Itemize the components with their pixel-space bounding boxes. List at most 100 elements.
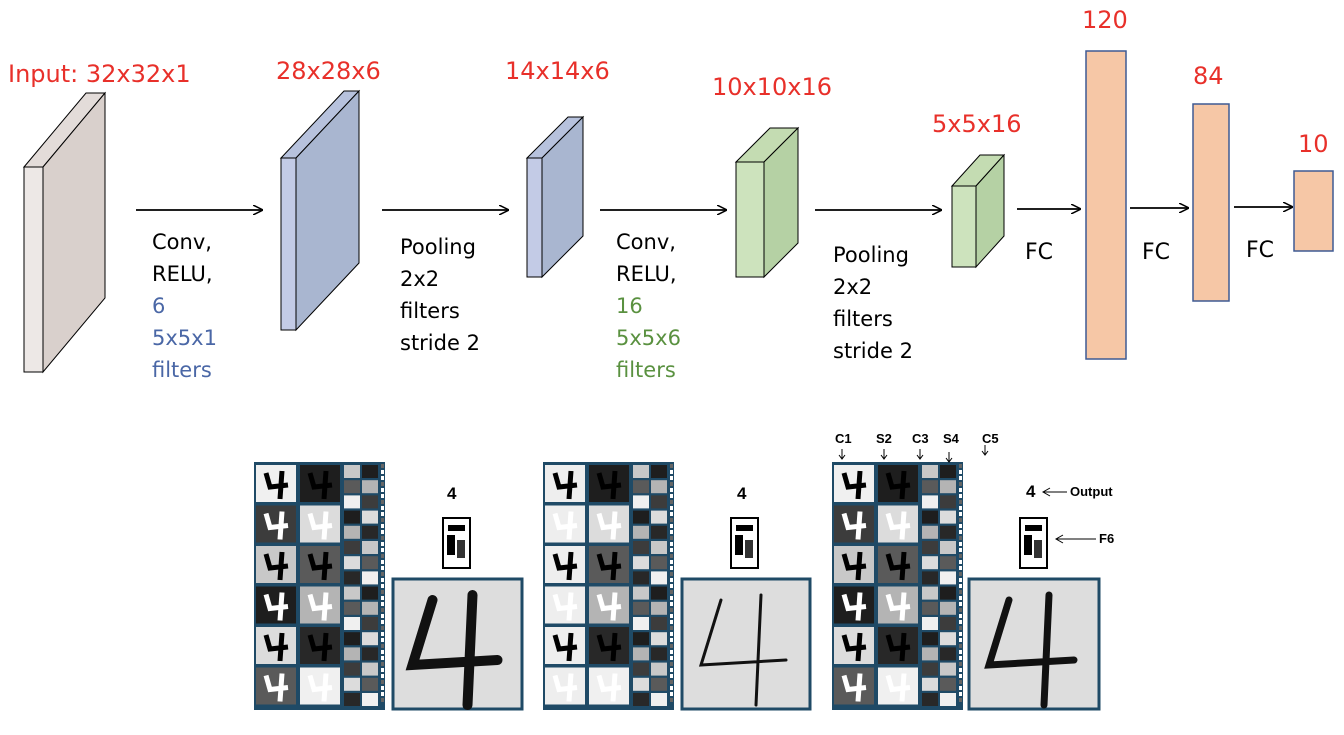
digit-stroke <box>841 592 867 621</box>
c5-unit <box>670 662 673 666</box>
digit-stroke <box>596 592 622 621</box>
c5-unit <box>959 470 962 474</box>
c5-unit <box>959 632 962 636</box>
feature-map-tile <box>878 627 918 664</box>
feature-map-tile <box>940 601 956 615</box>
c5-unit <box>381 614 384 618</box>
feature-map-tile <box>300 505 340 543</box>
c5-unit <box>381 668 384 672</box>
pointer-arrow <box>838 449 846 460</box>
pointer-arrow <box>945 452 953 463</box>
fc3-op-label: FC <box>1246 238 1275 263</box>
c5-unit <box>381 482 384 486</box>
f6-cell <box>735 535 743 555</box>
digit-stroke <box>552 551 578 581</box>
feature-map-tile <box>878 586 918 624</box>
c5-unit <box>959 548 962 552</box>
c5-unit <box>381 620 384 624</box>
digit-stroke <box>307 632 333 662</box>
digit-stroke <box>263 551 289 581</box>
c5-unit <box>670 608 673 612</box>
feature-map-tile <box>633 495 649 509</box>
feature-map-tile <box>940 495 956 509</box>
feature-map-tile <box>922 601 938 615</box>
feature-map-tile <box>633 586 649 600</box>
c5-unit <box>381 488 384 492</box>
conv2-size-label: 10x10x16 <box>712 73 833 101</box>
c5-unit <box>670 590 673 594</box>
c5-unit <box>959 608 962 612</box>
pool2-filters-line: filters <box>833 307 893 331</box>
input-digit-image <box>391 577 524 711</box>
digit-stroke <box>841 632 867 662</box>
c5-unit <box>959 494 962 498</box>
fc1-op-label: FC <box>1025 240 1054 265</box>
feature-map-tile <box>940 693 956 706</box>
tag-s2: S2 <box>876 431 892 446</box>
conv1-op-line: Conv, <box>152 230 212 254</box>
pool1-layer-block <box>525 115 585 279</box>
c5-unit <box>670 578 673 582</box>
f6-tag: F6 <box>1099 531 1115 546</box>
feature-map-tile <box>545 546 585 583</box>
c5-unit <box>381 524 384 528</box>
feature-map-tile <box>256 465 296 502</box>
tag-c5: C5 <box>982 431 999 446</box>
feature-map-tile <box>589 465 629 502</box>
digit-stroke <box>263 592 289 621</box>
feature-map-tile <box>633 556 649 570</box>
c5-unit <box>670 464 673 468</box>
feature-map-tile <box>633 617 649 630</box>
c5-unit <box>670 680 673 684</box>
digit-stroke <box>552 632 578 662</box>
feature-map-tile <box>344 586 360 600</box>
c5-unit <box>670 560 673 564</box>
feature-map-tile <box>589 546 629 583</box>
input-layer-block <box>22 91 107 374</box>
digit-stroke <box>841 511 867 540</box>
c5-unit <box>381 566 384 570</box>
c5-unit <box>959 584 962 588</box>
feature-map-tile <box>651 525 667 539</box>
feature-map-tile <box>922 556 938 570</box>
feature-map-tile <box>834 627 874 664</box>
feature-map-tile <box>633 632 649 646</box>
feature-map-tile <box>651 601 667 615</box>
c5-unit <box>381 512 384 516</box>
c5-unit <box>959 524 962 528</box>
pool1-size-line: 2x2 <box>400 267 440 291</box>
c5-unit <box>381 530 384 534</box>
c5-unit <box>670 596 673 600</box>
digit-label-2: 4 <box>737 484 747 503</box>
feature-map-tile <box>922 480 938 494</box>
feature-map-tile <box>362 465 378 478</box>
feature-map-tile <box>834 586 874 624</box>
feature-map-tile <box>922 617 938 630</box>
feature-map-tile <box>922 662 938 676</box>
c5-unit <box>381 626 384 630</box>
c5-unit <box>381 638 384 642</box>
c5-unit <box>670 668 673 672</box>
feature-map-tile <box>633 571 649 585</box>
c5-unit <box>381 674 384 678</box>
feature-map-tile <box>362 586 378 600</box>
feature-map-tile <box>344 480 360 494</box>
conv1-size-label: 28x28x6 <box>276 57 381 85</box>
feature-map-tile <box>922 465 938 478</box>
feature-map-tile <box>545 505 585 543</box>
c5-unit <box>670 548 673 552</box>
feature-map-tile <box>940 465 956 478</box>
flow-arrows <box>136 207 1292 210</box>
c5-unit <box>381 680 384 684</box>
feature-map-tile <box>922 510 938 524</box>
feature-map-tile <box>651 541 667 554</box>
feature-map-tile <box>545 667 585 705</box>
conv1-filter-size: 5x5x1 <box>152 326 217 350</box>
digit-stroke <box>552 592 578 621</box>
feature-map-tile <box>651 632 667 646</box>
c5-unit <box>381 590 384 594</box>
feature-map-tile <box>545 465 585 502</box>
conv2-filters-word: filters <box>616 358 676 382</box>
digit-stroke <box>307 511 333 540</box>
digit-stroke <box>263 632 289 662</box>
